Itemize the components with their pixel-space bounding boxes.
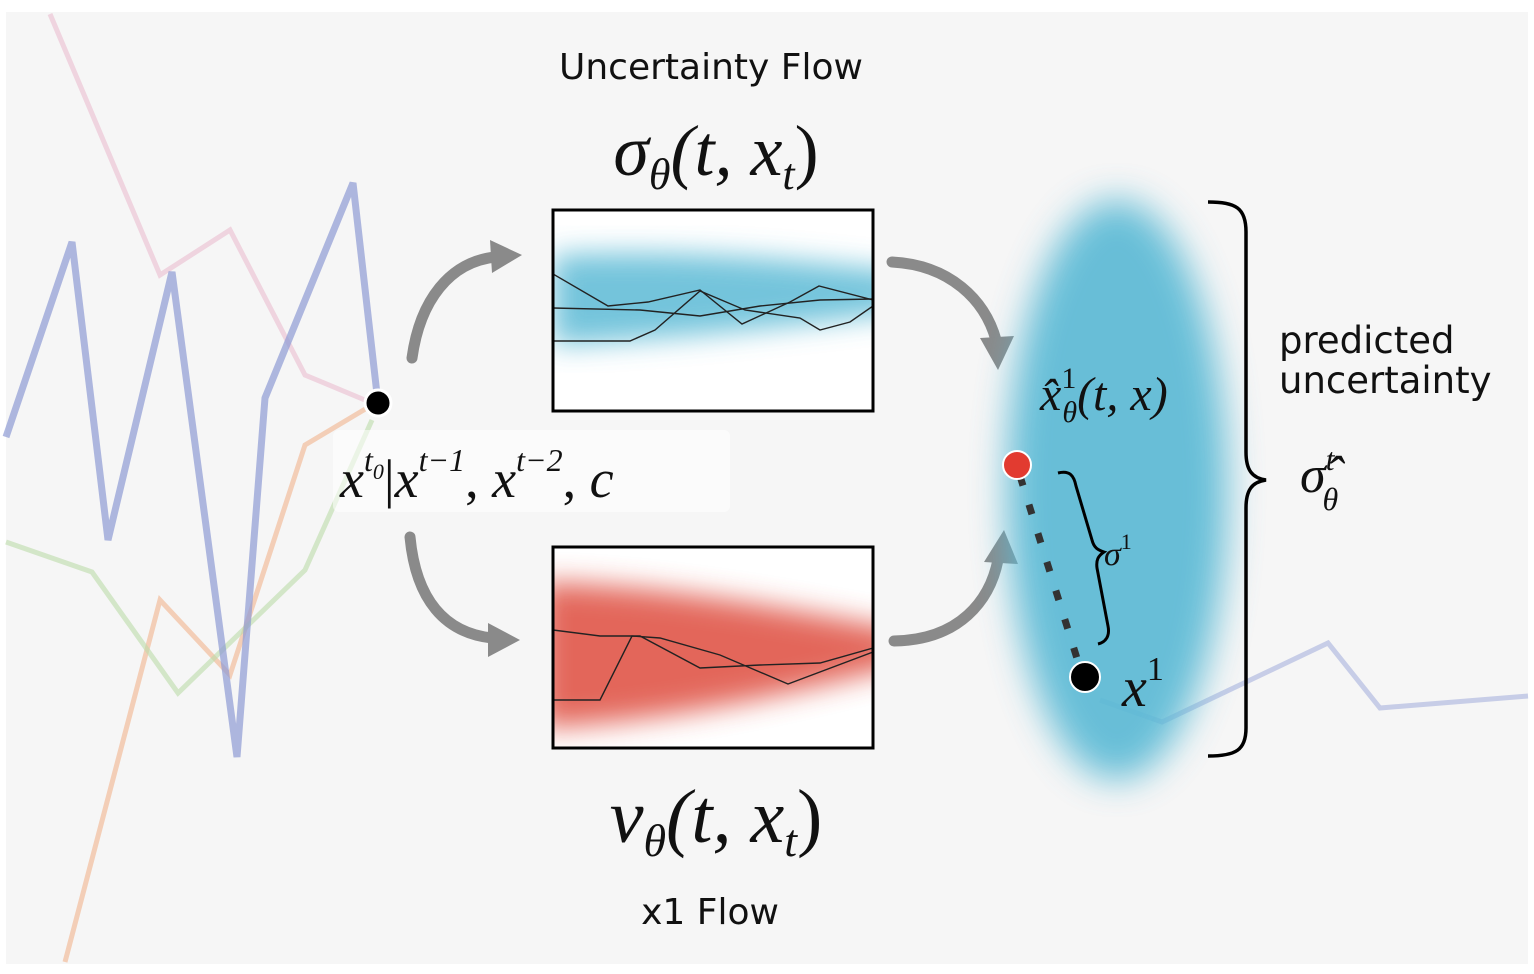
condition-label: xt0|xt−1, xt−2, c [333,430,730,512]
bg-series-orange [62,402,374,963]
bg-series-green [5,418,375,697]
sigma1-label: σ1 [1104,529,1132,573]
sigma-function-label: σθ(t, xt) [613,111,818,199]
flow-arrows [404,251,1004,647]
arrowhead-uncertainty [490,240,522,273]
target-point [1069,661,1101,693]
arrowhead-output-top [980,336,1014,370]
svg-text:xt0|xt−1, xt−2, c: xt0|xt−1, xt−2, c [339,442,614,509]
arrow-input-to-uncertainty [406,251,501,364]
background-series [2,13,1529,963]
arrowhead-x1 [488,623,520,657]
x1-flow-title: x1 Flow [641,892,779,933]
x1-flow-panel [551,545,875,750]
sigma1-brace [1057,470,1110,646]
arrowhead-output-bottom [984,530,1018,564]
uncertainty-flow-panel [551,208,875,413]
arrow-heads [488,240,1018,657]
x1-label: x1 [1121,651,1164,719]
bg-series-pink [47,13,373,406]
xhat-label: x̂1 θ(t, x) [1039,362,1168,429]
bg-series-blue [2,181,382,758]
uncertainty-flow-title: Uncertainty Flow [559,47,863,88]
predicted-label: predicted [1279,319,1455,362]
uncertainty-label: uncertainty [1279,359,1492,402]
predicted-point [1002,450,1032,480]
arrow-uncertainty-to-output [886,256,1002,346]
error-dotted-line [1016,474,1084,670]
v-function-label: vθ(t, xt) [610,775,823,866]
predicted-uncertainty-brace [1207,200,1267,758]
arrow-x1-to-output [888,554,1004,647]
arrow-input-to-x1 [404,531,498,644]
uncertainty-blob [1007,200,1227,780]
input-point [363,388,393,418]
